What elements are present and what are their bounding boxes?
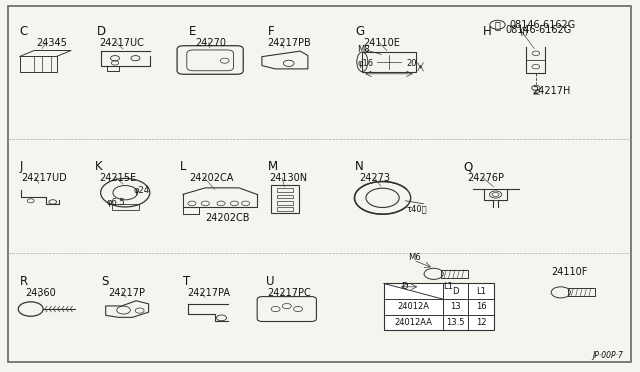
Text: 24217P: 24217P	[108, 288, 145, 298]
Text: φ24: φ24	[134, 186, 150, 195]
Bar	[271, 185, 300, 213]
Text: J: J	[20, 160, 23, 173]
Bar	[568, 288, 595, 296]
Text: φ16: φ16	[357, 59, 373, 68]
Text: 13.5: 13.5	[446, 318, 465, 327]
Text: 24110F: 24110F	[551, 267, 588, 277]
Text: K: K	[95, 160, 103, 173]
Text: 24215E: 24215E	[100, 173, 137, 183]
Text: D: D	[97, 25, 106, 38]
Text: Q: Q	[464, 160, 473, 173]
Text: τ40用: τ40用	[406, 205, 427, 214]
Text: L: L	[179, 160, 186, 173]
Text: (I): (I)	[519, 28, 528, 37]
Text: F: F	[268, 25, 275, 38]
Text: D: D	[452, 287, 459, 296]
Text: 12: 12	[476, 318, 486, 327]
Bar	[277, 208, 293, 211]
Text: H: H	[483, 25, 492, 38]
Bar	[112, 204, 139, 209]
Text: 24273: 24273	[360, 173, 390, 183]
Text: Ⓑ: Ⓑ	[495, 20, 500, 30]
Text: 24217H: 24217H	[532, 87, 570, 96]
Text: 24270: 24270	[195, 38, 227, 48]
Text: U: U	[266, 275, 274, 288]
Text: N: N	[355, 160, 364, 173]
Text: L1: L1	[476, 287, 486, 296]
Bar	[277, 195, 293, 198]
Text: G: G	[355, 25, 364, 38]
Text: R: R	[20, 275, 28, 288]
Bar	[442, 270, 468, 278]
Text: M8: M8	[357, 45, 370, 54]
Bar	[384, 283, 493, 330]
Text: 24217UC: 24217UC	[100, 38, 145, 48]
Text: 24202CA: 24202CA	[189, 173, 234, 183]
Text: D: D	[401, 282, 408, 291]
Text: 24276P: 24276P	[467, 173, 504, 183]
Text: S: S	[102, 275, 109, 288]
Text: 24110E: 24110E	[364, 38, 400, 48]
Text: C: C	[20, 25, 28, 38]
Text: 24130N: 24130N	[269, 173, 307, 183]
Text: 24012A: 24012A	[397, 302, 429, 311]
Text: φ6.5: φ6.5	[106, 198, 125, 207]
Text: 24345: 24345	[36, 38, 67, 48]
Text: JP·00P·7: JP·00P·7	[593, 351, 623, 360]
Text: L1: L1	[443, 282, 452, 291]
Text: 24217PC: 24217PC	[268, 288, 312, 298]
Text: 20: 20	[406, 59, 417, 68]
Bar	[277, 188, 293, 192]
Text: 24012AA: 24012AA	[394, 318, 432, 327]
Text: T: T	[182, 275, 190, 288]
Text: M6: M6	[408, 253, 420, 262]
Bar	[362, 52, 415, 72]
Text: 13: 13	[450, 302, 461, 311]
Bar	[277, 201, 293, 205]
Text: M: M	[268, 160, 278, 173]
Text: 24217PB: 24217PB	[268, 38, 312, 48]
Text: 24217PA: 24217PA	[187, 288, 230, 298]
Text: 08146-6162G: 08146-6162G	[505, 25, 572, 35]
Text: 08146-6162G: 08146-6162G	[509, 20, 575, 30]
Text: 24360: 24360	[25, 288, 56, 298]
Text: 24202CB: 24202CB	[205, 212, 250, 222]
Text: 16: 16	[476, 302, 486, 311]
Text: E: E	[189, 25, 196, 38]
Text: 24217UD: 24217UD	[21, 173, 67, 183]
